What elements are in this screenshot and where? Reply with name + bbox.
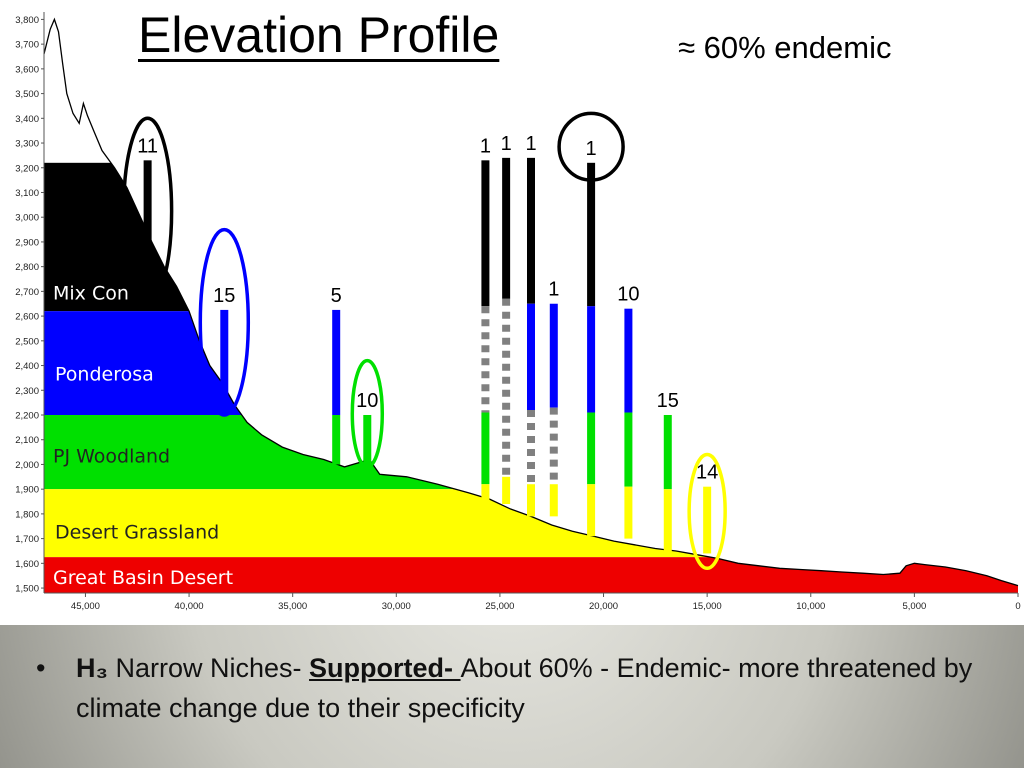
bar-segment xyxy=(220,309,229,415)
zone-label: Great Basin Desert xyxy=(53,567,233,589)
bar-segment xyxy=(332,414,341,465)
y-tick-label: 2,900 xyxy=(15,237,39,248)
bar-count-label: 11 xyxy=(137,135,158,157)
y-tick-label: 1,700 xyxy=(15,534,39,545)
bullet-text-part1: Narrow Niches- xyxy=(108,653,310,683)
y-tick-label: 2,300 xyxy=(15,386,39,397)
y-tick-label: 2,700 xyxy=(15,287,39,298)
highlight-ellipse xyxy=(198,227,251,417)
bullet-text-part2: About 60% - Endemic- more threatened by … xyxy=(76,653,973,723)
y-tick-label: 1,900 xyxy=(15,485,39,496)
bar-segment xyxy=(527,484,535,517)
bar-segment xyxy=(703,486,712,554)
bar-segment xyxy=(527,303,535,411)
bar-segment xyxy=(587,306,596,413)
bar-segment xyxy=(663,489,672,556)
bar-segment xyxy=(587,484,596,537)
bar-segment xyxy=(502,476,511,504)
y-tick-label: 2,400 xyxy=(15,361,39,372)
x-tick-label: 0 xyxy=(1015,601,1020,612)
bullet-dot: • xyxy=(36,653,46,683)
bar-count-label: 10 xyxy=(356,390,378,412)
x-tick-label: 10,000 xyxy=(796,601,825,612)
y-tick-label: 1,500 xyxy=(15,584,39,595)
bar-segment xyxy=(624,308,633,413)
bar-count-label: 10 xyxy=(617,284,639,306)
highlight-ellipse xyxy=(350,358,385,469)
x-tick-label: 30,000 xyxy=(382,601,411,612)
bar-segment xyxy=(363,414,372,465)
profile-line xyxy=(43,17,1019,587)
chart-panel: 1,500 1,600 1,700 1,800 1,900 2,000 2,100 2,200… xyxy=(15,12,1021,612)
y-tick-label: 3,600 xyxy=(15,64,39,75)
hypothesis-subscript: ₃ xyxy=(95,653,109,683)
bar-segment xyxy=(663,414,672,490)
y-tick-label: 3,700 xyxy=(15,40,39,51)
bullet-point: • H₃ Narrow Niches- Supported- About 60%… xyxy=(36,648,976,728)
hypothesis-label: H xyxy=(76,653,96,683)
y-tick-label: 3,500 xyxy=(15,89,39,100)
bar-segment xyxy=(502,157,511,299)
zone-label: Ponderosa xyxy=(55,364,154,386)
y-tick-label: 3,200 xyxy=(15,163,39,174)
bar-segment xyxy=(587,412,596,485)
highlight-ellipse xyxy=(687,452,727,571)
bar-segment xyxy=(624,412,633,487)
bar-count-label: 1 xyxy=(525,133,536,155)
bar-segment xyxy=(549,484,558,517)
bar-segment xyxy=(587,162,596,307)
y-tick-label: 2,800 xyxy=(15,262,39,273)
y-tick-label: 3,000 xyxy=(15,213,39,224)
highlight-ellipse xyxy=(557,111,625,182)
elevation-chart: 1,500 1,600 1,700 1,800 1,900 2,000 2,100 2,200… xyxy=(15,12,1021,612)
y-tick-label: 1,800 xyxy=(15,509,39,520)
bullet-text: H₃ Narrow Niches- Supported- About 60% -… xyxy=(76,648,976,728)
bar-count-label: 5 xyxy=(331,285,342,307)
y-tick-label: 2,100 xyxy=(15,435,39,446)
bar-count-label: 15 xyxy=(657,390,679,412)
zone-label: PJ Woodland xyxy=(53,445,170,467)
x-tick-label: 35,000 xyxy=(278,601,307,612)
bar-count-label: 1 xyxy=(501,133,512,155)
x-tick-label: 40,000 xyxy=(175,601,204,612)
zone-label: Mix Con xyxy=(53,282,129,304)
y-tick-label: 3,100 xyxy=(15,188,39,199)
bar-segment xyxy=(549,303,558,408)
bar-count-label: 15 xyxy=(213,285,235,307)
y-tick-label: 2,200 xyxy=(15,410,39,421)
bar-segment xyxy=(332,309,341,415)
highlight-ellipse xyxy=(121,116,174,306)
bar-segment xyxy=(481,160,490,307)
bar-count-label: 1 xyxy=(548,279,559,301)
x-tick-label: 5,000 xyxy=(902,601,926,612)
y-tick-label: 2,600 xyxy=(15,312,39,323)
endemic-note: ≈ 60% endemic xyxy=(678,30,892,65)
x-tick-label: 45,000 xyxy=(71,601,100,612)
y-tick-label: 3,300 xyxy=(15,139,39,150)
supported-label: Supported- xyxy=(309,653,461,683)
bar-segment xyxy=(624,486,633,539)
x-tick-label: 15,000 xyxy=(693,601,722,612)
zone-label: Desert Grassland xyxy=(55,521,219,543)
bar-count-label: 14 xyxy=(696,462,718,484)
y-tick-label: 3,400 xyxy=(15,114,39,125)
bar-segment xyxy=(481,484,490,504)
bar-count-label: 1 xyxy=(586,138,597,160)
slide-title: Elevation Profile xyxy=(138,7,500,63)
bar-segment xyxy=(481,412,490,485)
bar-segment xyxy=(143,160,152,292)
bar-count-label: 1 xyxy=(480,135,491,157)
y-tick-label: 3,800 xyxy=(15,15,39,26)
x-tick-label: 25,000 xyxy=(485,601,514,612)
y-tick-label: 2,500 xyxy=(15,336,39,347)
y-tick-label: 1,600 xyxy=(15,559,39,570)
y-tick-label: 2,000 xyxy=(15,460,39,471)
bar-segment xyxy=(527,157,535,304)
x-tick-label: 20,000 xyxy=(589,601,618,612)
